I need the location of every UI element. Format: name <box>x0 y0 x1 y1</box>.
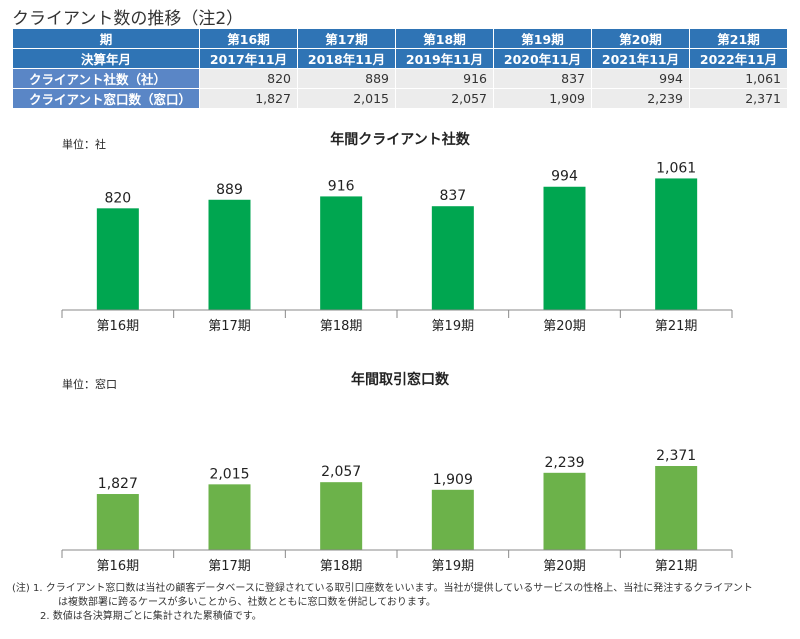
data-label: 820 <box>104 190 131 206</box>
bar <box>208 484 251 550</box>
chart-client-count: 年間クライアント社数 単位：社 820 第16期 889 第17期 916 第18期 837 第1… <box>61 131 733 334</box>
category-label: 第17期 <box>208 319 251 334</box>
category-label: 第19期 <box>432 319 475 334</box>
data-label: 2,371 <box>656 448 696 464</box>
category-label: 第20期 <box>543 559 586 574</box>
header-row-date: 決算年月 2017年11月 2018年11月 2019年11月 2020年11月 2021… <box>12 48 788 69</box>
unit-label: 単位：社 <box>62 137 106 151</box>
chart-title: 年間取引窓口数 <box>351 371 450 388</box>
header-cell: 2021年11月 <box>591 48 690 69</box>
data-cell: 2,015 <box>297 88 396 109</box>
data-cell: 1,827 <box>199 88 298 109</box>
header-cell: 2018年11月 <box>297 48 396 69</box>
bar <box>96 208 139 310</box>
note-prefix: (注) <box>12 583 30 594</box>
footnotes: (注) 1. クライアント窓口数は当社の顧客データベースに登録されている取引口座… <box>12 582 753 624</box>
data-label: 837 <box>439 188 466 204</box>
bar <box>655 466 698 550</box>
data-cell: 2,371 <box>689 88 788 109</box>
data-label: 889 <box>216 182 243 198</box>
header-cell: 2020年11月 <box>493 48 592 69</box>
data-cell: 994 <box>591 68 690 89</box>
table-row: クライアント窓口数（窓口） 1,827 2,015 2,057 1,909 2,239 2,… <box>12 88 788 109</box>
header-row-period: 期第16期 第17期 第18期 第19期 第20期 第21期 <box>12 28 788 49</box>
bar <box>543 472 586 550</box>
client-table: 期第16期 第17期 第18期 第19期 第20期 第21期 決算年月 2017年11月 20… <box>12 28 788 109</box>
unit-label: 単位：窓口 <box>62 377 117 391</box>
header-cell: 第19期 <box>493 28 592 49</box>
header-cell: 期 <box>12 28 200 49</box>
data-label: 2,015 <box>209 466 249 482</box>
data-cell: 820 <box>199 68 298 89</box>
category-label: 第16期 <box>97 559 140 574</box>
header-cell: 決算年月 <box>12 48 200 69</box>
bar <box>655 178 698 310</box>
table-row: クライアント社数（社） 820 889 916 837 994 1,061 <box>12 68 788 89</box>
bar <box>208 199 251 310</box>
category-label: 第21期 <box>655 319 698 334</box>
header-cell: 2019年11月 <box>395 48 494 69</box>
data-label: 1,827 <box>98 476 138 492</box>
data-cell: 2,057 <box>395 88 494 109</box>
category-label: 第19期 <box>432 559 475 574</box>
category-label: 第21期 <box>655 559 698 574</box>
data-label: 2,057 <box>321 464 361 480</box>
category-label: 第18期 <box>320 319 363 334</box>
row-label: クライアント窓口数（窓口） <box>12 88 200 109</box>
data-cell: 2,239 <box>591 88 690 109</box>
header-cell: 第21期 <box>689 28 788 49</box>
header-cell: 第20期 <box>591 28 690 49</box>
bar <box>96 494 139 550</box>
note-1: 1. クライアント窓口数は当社の顧客データベースに登録されている取引口座数をいい… <box>33 583 753 594</box>
chart-title: 年間クライアント社数 <box>330 131 470 148</box>
category-label: 第17期 <box>208 559 251 574</box>
bar <box>320 196 363 310</box>
data-label: 1,061 <box>656 160 696 176</box>
section-title: クライアント数の推移（注2） <box>12 9 244 29</box>
header-cell: 第18期 <box>395 28 494 49</box>
header-cell: 第17期 <box>297 28 396 49</box>
category-label: 第20期 <box>543 319 586 334</box>
header-cell: 2017年11月 <box>199 48 298 69</box>
data-label: 2,239 <box>544 455 584 471</box>
bar <box>543 186 586 310</box>
bar <box>320 482 363 550</box>
chart-window-count: 年間取引窓口数 単位：窓口 1,827 第16期 2,015 第17期 2,057 第18期 1… <box>61 371 733 574</box>
data-label: 916 <box>328 178 355 194</box>
category-label: 第16期 <box>97 319 140 334</box>
data-cell: 1,909 <box>493 88 592 109</box>
note-2: 2. 数値は各決算期ごとに集計された累積値です。 <box>40 611 262 622</box>
data-cell: 837 <box>493 68 592 89</box>
category-label: 第18期 <box>320 559 363 574</box>
data-cell: 889 <box>297 68 396 89</box>
note-1-cont: は複数部署に跨るケースが多いことから、社数とともに窓口数を併記しております。 <box>58 597 436 608</box>
header-cell: 2022年11月 <box>689 48 788 69</box>
row-label: クライアント社数（社） <box>12 68 200 89</box>
bar <box>431 206 474 310</box>
bar <box>431 489 474 550</box>
data-label: 1,909 <box>433 472 473 488</box>
data-label: 994 <box>551 169 578 185</box>
data-cell: 1,061 <box>689 68 788 89</box>
data-cell: 916 <box>395 68 494 89</box>
header-cell: 第16期 <box>199 28 298 49</box>
